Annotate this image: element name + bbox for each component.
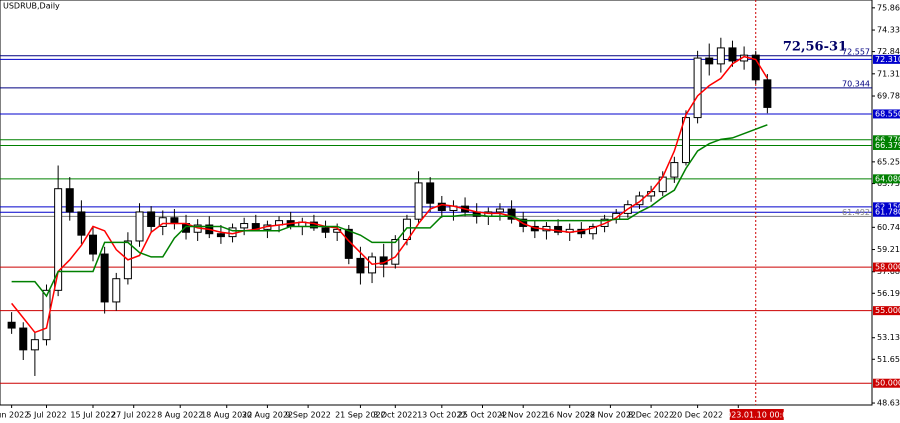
chart-title: USDRUB,Daily xyxy=(3,2,60,11)
candle-body xyxy=(763,79,772,108)
level-box xyxy=(873,306,900,316)
level-label: 61.780 xyxy=(875,208,900,217)
candle-body xyxy=(751,54,760,81)
y-tick-label: 69.785 xyxy=(877,92,900,101)
y-tick-label: 71.315 xyxy=(877,69,900,78)
candle-body xyxy=(112,278,121,303)
x-tick-label: 5 Jul 2022 xyxy=(26,411,66,420)
cursor-label: 2023.01.10 00:00 xyxy=(721,411,792,420)
candle-body xyxy=(356,257,365,274)
x-tick-label: 15 Jul 2022 xyxy=(70,411,115,420)
y-tick-label: 60.740 xyxy=(877,223,900,232)
candle-body xyxy=(100,253,109,303)
candle-body xyxy=(426,182,435,204)
candle-body xyxy=(240,223,249,229)
y-tick-label: 57.680 xyxy=(877,267,900,276)
annotation: 72,56-31 xyxy=(783,40,847,55)
candle-body xyxy=(7,321,16,329)
y-tick-label: 53.135 xyxy=(877,333,900,342)
level-label: 72.557 xyxy=(842,47,870,56)
x-tick-label: 30 Aug 2022 xyxy=(242,411,293,420)
candle-body xyxy=(437,202,446,211)
x-tick-label: 27 Jul 2022 xyxy=(111,411,156,420)
candle-body xyxy=(495,208,504,213)
candle-body xyxy=(391,239,400,265)
candle-body xyxy=(147,211,156,227)
x-tick-label: 16 Nov 2022 xyxy=(544,411,595,420)
candle-body xyxy=(77,211,86,236)
indicator-line xyxy=(11,124,768,298)
candle-body xyxy=(693,57,702,119)
cursor-box xyxy=(729,409,784,420)
candle-body xyxy=(728,47,737,62)
candle-body xyxy=(402,218,411,241)
level-box xyxy=(873,109,900,119)
x-tick-label: 4 Nov 2022 xyxy=(500,411,546,420)
candle-body xyxy=(19,327,28,351)
x-tick-label: 8 Aug 2022 xyxy=(157,411,203,420)
candle-body xyxy=(681,117,690,164)
candle-body xyxy=(135,211,144,242)
candle-body xyxy=(554,225,563,233)
x-tick-label: 20 Dec 2022 xyxy=(672,411,723,420)
y-tick-label: 75.860 xyxy=(877,3,900,12)
candle-body xyxy=(30,339,39,351)
y-tick-label: 51.650 xyxy=(877,355,900,364)
level-label: 58.000 xyxy=(875,263,900,272)
level-box xyxy=(873,54,900,64)
candle-body xyxy=(507,208,516,220)
candle-body xyxy=(170,217,179,225)
x-tick-label: 13 Oct 2022 xyxy=(417,411,466,420)
level-label: 72.310 xyxy=(875,55,900,64)
plot-frame xyxy=(0,0,873,406)
x-tick-label: 18 Aug 2022 xyxy=(201,411,252,420)
x-tick-label: 28 Nov 2022 xyxy=(585,411,636,420)
level-box xyxy=(873,174,900,184)
candle-body xyxy=(89,234,98,255)
candle-body xyxy=(635,195,644,206)
level-label: 66.770 xyxy=(875,135,900,144)
level-box xyxy=(873,378,900,388)
candle-body xyxy=(42,289,51,341)
y-tick-label: 74.330 xyxy=(877,26,900,35)
x-tick-label: 21 Sep 2022 xyxy=(335,411,386,420)
level-label: 62.150 xyxy=(875,202,900,211)
level-label: 61.492 xyxy=(842,208,870,217)
level-label: 55.000 xyxy=(875,306,900,315)
level-box xyxy=(873,140,900,150)
level-label: 64.080 xyxy=(875,174,900,183)
candle-body xyxy=(705,57,714,65)
candle-body xyxy=(670,162,679,178)
level-label: 66.379 xyxy=(875,141,900,150)
x-tick-label: 8 Dec 2022 xyxy=(628,411,674,420)
x-tick-label: Jun 2022 xyxy=(0,411,29,420)
y-tick-label: 72.845 xyxy=(877,47,900,56)
candle-body xyxy=(588,225,597,235)
level-box xyxy=(873,262,900,272)
level-box xyxy=(873,207,900,217)
level-label: 68.550 xyxy=(875,109,900,118)
x-tick-label: 9 Sep 2022 xyxy=(285,411,331,420)
indicator-line xyxy=(11,55,768,334)
y-tick-label: 65.250 xyxy=(877,157,900,166)
level-label: 70.344 xyxy=(842,79,870,88)
x-tick-label: 25 Oct 2022 xyxy=(458,411,507,420)
y-tick-label: 63.755 xyxy=(877,179,900,188)
candle-body xyxy=(158,217,167,227)
level-label: 50.000 xyxy=(875,379,900,388)
candle-body xyxy=(65,188,74,213)
candle-body xyxy=(54,188,63,291)
y-tick-label: 56.195 xyxy=(877,289,900,298)
x-tick-label: 3 Oct 2022 xyxy=(373,411,417,420)
candle-body xyxy=(716,47,725,65)
candle-body xyxy=(216,233,225,238)
y-tick-label: 48.635 xyxy=(877,399,900,408)
level-box xyxy=(873,202,900,212)
y-tick-label: 59.210 xyxy=(877,245,900,254)
candle-body xyxy=(321,227,330,233)
candle-body xyxy=(414,182,423,220)
level-box xyxy=(873,135,900,145)
